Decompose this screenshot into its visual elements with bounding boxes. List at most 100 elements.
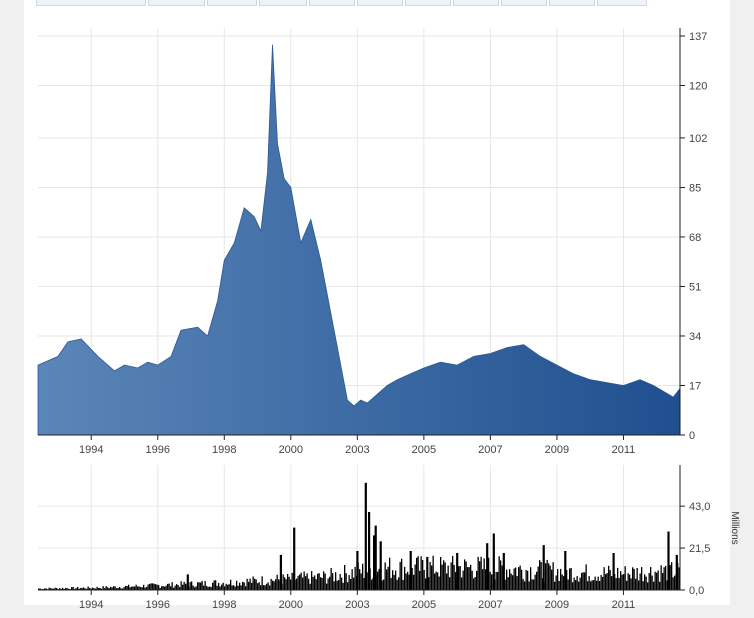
volume-bar	[639, 573, 641, 590]
volume-bar	[650, 567, 652, 590]
volume-bar	[105, 586, 107, 590]
volume-bar	[72, 587, 74, 590]
price-xtick-label: 1994	[79, 444, 103, 456]
volume-bar	[669, 565, 671, 590]
volume-bar	[227, 584, 229, 590]
volume-bar	[107, 587, 109, 590]
volume-bar	[243, 582, 245, 590]
range-tab[interactable]	[549, 0, 595, 6]
price-ytick-label: 34	[689, 331, 701, 343]
range-tab[interactable]	[259, 0, 307, 6]
volume-bar	[473, 578, 475, 590]
volume-bar	[584, 572, 586, 590]
range-tab[interactable]	[405, 0, 451, 6]
price-ytick-label: 68	[689, 232, 701, 244]
volume-bar	[447, 565, 449, 590]
volume-bar	[476, 570, 478, 590]
volume-bar	[635, 578, 637, 590]
volume-bar	[240, 585, 242, 590]
volume-bar	[575, 580, 577, 590]
volume-bar	[674, 575, 676, 590]
range-tab[interactable]	[207, 0, 257, 6]
volume-bar	[120, 588, 122, 590]
volume-bar	[489, 571, 491, 590]
volume-bar	[173, 587, 175, 590]
volume-bar	[98, 588, 100, 590]
price-ytick-label: 137	[689, 31, 707, 43]
volume-bar	[464, 559, 466, 590]
volume-bar	[536, 571, 538, 590]
volume-bar	[347, 582, 349, 590]
volume-bar	[258, 582, 260, 590]
volume-bar	[633, 568, 635, 590]
volume-bar	[128, 584, 130, 590]
volume-bar	[234, 586, 236, 590]
volume-bar	[323, 571, 325, 590]
range-tab[interactable]	[597, 0, 647, 6]
volume-bar	[617, 567, 619, 590]
volume-bar	[303, 571, 305, 590]
volume-xaxis: 1994 1996 1998 2000 2003 2005 2007 2009 2011	[79, 590, 635, 611]
volume-bar	[539, 560, 541, 590]
range-tab[interactable]	[453, 0, 499, 6]
volume-bar	[513, 568, 515, 590]
volume-bar	[92, 587, 94, 590]
volume-bar	[314, 575, 316, 590]
volume-bar	[354, 566, 356, 590]
volume-ytick-label: 21,5	[689, 543, 710, 555]
volume-bar	[600, 575, 602, 590]
volume-bar	[434, 573, 436, 590]
volume-bar	[455, 572, 457, 590]
volume-axis: 43,0 21,5 0,0	[38, 465, 710, 597]
volume-bar	[249, 578, 251, 590]
range-tab[interactable]	[309, 0, 355, 6]
volume-bar	[389, 557, 391, 590]
volume-bar	[545, 563, 547, 590]
volume-bar	[567, 579, 569, 590]
volume-bar	[146, 586, 148, 590]
volume-bar	[636, 568, 638, 590]
volume-bar	[131, 586, 133, 590]
volume-bar	[551, 569, 553, 590]
volume-bar	[282, 574, 284, 590]
volume-bar	[348, 575, 350, 590]
range-tab[interactable]	[501, 0, 547, 6]
volume-bar	[456, 553, 459, 590]
volume-bar	[171, 582, 173, 590]
volume-bar	[161, 586, 163, 590]
volume-bar	[554, 581, 556, 590]
volume-bar	[582, 572, 584, 590]
volume-bar	[449, 577, 451, 590]
volume-bar	[578, 581, 580, 590]
volume-bar	[38, 588, 40, 590]
range-tab[interactable]	[148, 0, 205, 6]
range-tab[interactable]	[36, 0, 146, 6]
volume-bar	[599, 581, 601, 590]
volume-bar	[495, 571, 497, 590]
volume-bar	[224, 586, 226, 590]
range-tab[interactable]	[357, 0, 403, 6]
volume-bar	[209, 586, 211, 590]
volume-bar	[621, 574, 623, 590]
volume-bar	[374, 525, 377, 590]
volume-bar	[264, 585, 266, 590]
volume-bar	[293, 527, 296, 590]
volume-bar	[111, 587, 113, 590]
volume-bar	[167, 583, 169, 590]
volume-bar	[509, 569, 511, 590]
volume-bar	[53, 588, 55, 590]
volume-bar	[461, 577, 463, 590]
volume-bar	[606, 573, 608, 590]
volume-bar	[233, 585, 235, 590]
volume-bar	[398, 577, 400, 590]
volume-bar	[272, 580, 274, 590]
volume-bar	[444, 562, 446, 590]
volume-bar	[78, 588, 80, 590]
volume-bar	[311, 571, 313, 590]
volume-bar	[467, 567, 469, 590]
volume-bar	[149, 583, 151, 590]
volume-bar	[320, 577, 322, 590]
price-area	[37, 44, 681, 436]
volume-bar	[531, 579, 533, 590]
volume-bar	[386, 569, 388, 590]
